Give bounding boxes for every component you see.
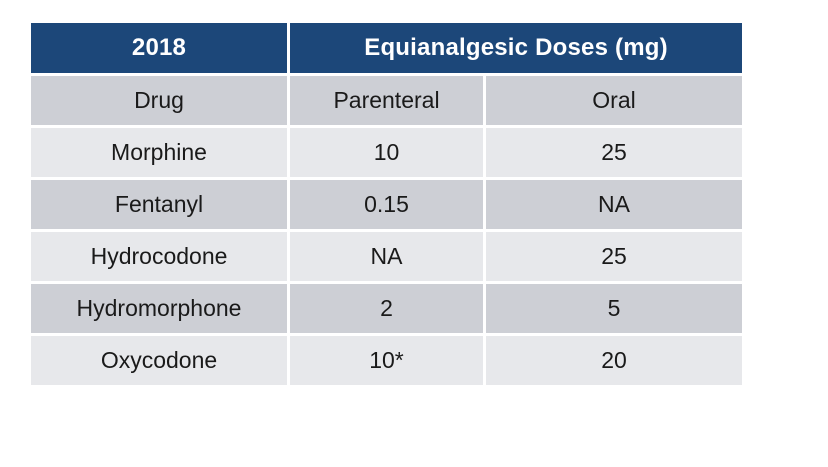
oral-dose-cell: 25 [482, 229, 746, 284]
drug-name-cell: Fentanyl [28, 177, 290, 232]
parenteral-dose-cell: 10 [287, 125, 486, 180]
parenteral-dose-cell: 2 [287, 281, 486, 336]
oral-dose-cell: 25 [482, 125, 746, 180]
doses-title-header-cell: Equianalgesic Doses (mg) [286, 20, 746, 76]
column-header-drug: Drug [28, 73, 290, 128]
table-row: Hydrocodone NA 25 [28, 229, 746, 284]
oral-dose-cell: NA [482, 177, 746, 232]
equianalgesic-doses-table: 2018 Equianalgesic Doses (mg) Drug Paren… [28, 20, 746, 388]
parenteral-dose-cell: 0.15 [287, 177, 486, 232]
table-header-row: 2018 Equianalgesic Doses (mg) [28, 20, 746, 76]
table-row: Fentanyl 0.15 NA [28, 177, 746, 232]
table-row: Morphine 10 25 [28, 125, 746, 180]
drug-name-cell: Morphine [28, 125, 290, 180]
year-header-cell: 2018 [28, 20, 290, 76]
table-row: Hydromorphone 2 5 [28, 281, 746, 336]
oral-dose-cell: 5 [482, 281, 746, 336]
parenteral-dose-cell: 10* [287, 333, 486, 388]
oral-dose-cell: 20 [482, 333, 746, 388]
drug-name-cell: Hydrocodone [28, 229, 290, 284]
column-header-oral: Oral [482, 73, 746, 128]
drug-name-cell: Oxycodone [28, 333, 290, 388]
drug-name-cell: Hydromorphone [28, 281, 290, 336]
column-header-row: Drug Parenteral Oral [28, 73, 746, 128]
column-header-parenteral: Parenteral [287, 73, 486, 128]
table-row: Oxycodone 10* 20 [28, 333, 746, 388]
parenteral-dose-cell: NA [287, 229, 486, 284]
